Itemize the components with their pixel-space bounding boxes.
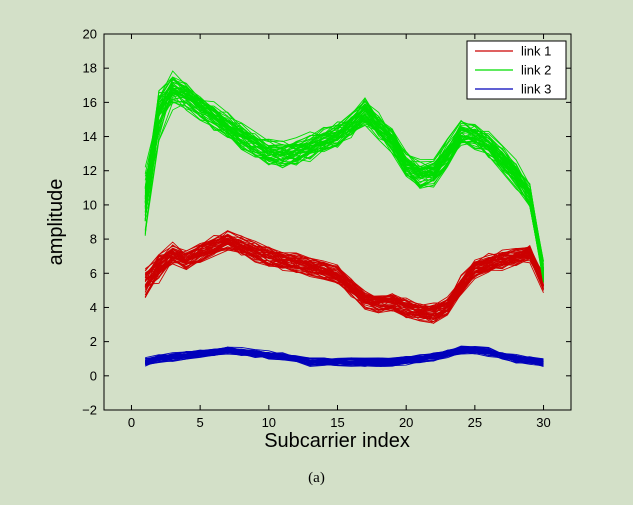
trace-link-3	[145, 345, 544, 361]
trace-link-1	[144, 237, 544, 311]
y-tick-label: −2	[82, 403, 97, 418]
y-tick-label: 0	[90, 368, 97, 383]
series-traces	[144, 70, 544, 368]
trace-link-1	[144, 239, 544, 311]
y-tick-label: 20	[83, 27, 97, 42]
x-tick-label: 30	[536, 415, 550, 430]
y-tick-label: 14	[83, 129, 97, 144]
legend-label: link 3	[521, 82, 551, 97]
y-tick-label: 8	[90, 232, 97, 247]
trace-link-2	[144, 85, 544, 273]
legend: link 1 link 2 link 3	[466, 40, 567, 100]
axes: 0 5 10 15 20 25 30 −2 0 2 4 6 8 10 12 14 16 18 20	[82, 27, 571, 430]
series-link-3	[145, 345, 544, 368]
x-tick-label: 20	[399, 415, 413, 430]
x-tick-label: 25	[468, 415, 482, 430]
x-tick-label: 0	[128, 415, 135, 430]
series-link-2	[144, 70, 544, 283]
trace-link-1	[144, 242, 544, 320]
x-tick-label: 15	[330, 415, 344, 430]
legend-label: link 2	[521, 63, 551, 78]
legend-label: link 1	[521, 44, 551, 59]
y-axis-label: amplitude	[45, 179, 67, 266]
trace-link-2	[144, 87, 544, 270]
y-tick-label: 10	[83, 197, 97, 212]
trace-link-2	[144, 79, 544, 262]
trace-link-3	[145, 352, 544, 367]
trace-link-1	[144, 246, 544, 318]
trace-link-2	[144, 82, 544, 272]
trace-link-2	[144, 93, 544, 281]
y-tick-label: 12	[83, 163, 97, 178]
x-tick-label: 5	[197, 415, 204, 430]
y-tick-label: 4	[90, 300, 97, 315]
x-axis-label: Subcarrier index	[264, 430, 410, 452]
trace-link-2	[144, 93, 544, 280]
y-tick-label: 18	[83, 61, 97, 76]
y-tick-label: 6	[90, 266, 97, 281]
y-tick-label: 16	[83, 95, 97, 110]
y-tick-label: 2	[90, 334, 97, 349]
trace-link-1	[144, 234, 544, 313]
trace-link-3	[145, 348, 544, 364]
x-tick-label: 10	[262, 415, 276, 430]
amplitude-chart: 0 5 10 15 20 25 30 −2 0 2 4 6 8 10 12 14 16 18 20 Subcarri…	[45, 27, 572, 452]
trace-link-1	[144, 235, 544, 309]
trace-link-1	[144, 230, 544, 306]
trace-link-3	[145, 349, 544, 365]
trace-link-2	[144, 102, 544, 279]
series-link-1	[144, 230, 544, 324]
figure-caption: (a)	[308, 470, 325, 486]
